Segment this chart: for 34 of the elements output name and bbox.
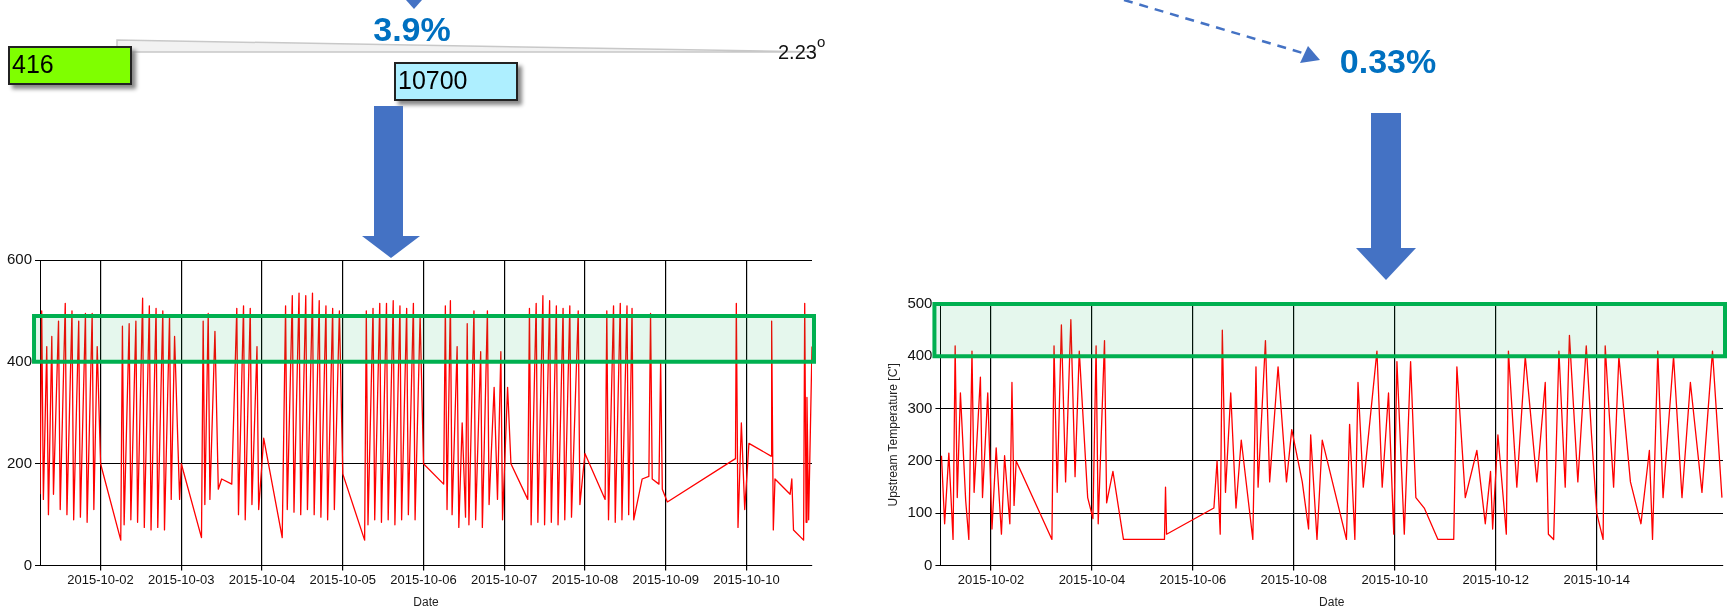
x-axis-title: Date (413, 595, 440, 610)
y-tick-label: 300 (907, 398, 933, 416)
y-tick-label: 200 (7, 453, 33, 471)
text: 3.9% (373, 10, 451, 48)
text: 416 (8, 46, 132, 85)
y-tick-label: 200 (907, 451, 933, 469)
x-tick-label: 2015-10-05 (309, 571, 377, 587)
text: 2.23$^{o}$ (778, 33, 826, 63)
x-tick-label: 2015-10-04 (1058, 571, 1126, 587)
y-axis-title: Upstream Temperature [C'] (885, 363, 900, 507)
x-axis-title: Date (1319, 595, 1345, 610)
x-tick-label: 2015-10-14 (1563, 571, 1631, 587)
x-tick-label: 2015-10-02 (67, 571, 134, 587)
x-tick-label: 2015-10-10 (713, 571, 780, 587)
text: 0.33% (1339, 42, 1437, 80)
x-tick-label: 2015-10-06 (1159, 571, 1227, 587)
x-tick-label: 2015-10-09 (632, 571, 699, 587)
y-tick-label: 0 (924, 555, 933, 573)
y-tick-label: 400 (7, 352, 33, 370)
text: 10700 (394, 62, 518, 101)
x-tick-label: 2015-10-08 (551, 571, 619, 587)
x-tick-label: 2015-10-08 (1260, 571, 1328, 587)
x-tick-label: 2015-10-10 (1361, 571, 1429, 587)
x-tick-label: 2015-10-04 (228, 571, 296, 587)
y-tick-label: 0 (23, 555, 33, 573)
x-tick-label: 2015-10-03 (148, 571, 215, 587)
y-tick-label: 500 (907, 294, 933, 312)
x-tick-label: 2015-10-12 (1462, 571, 1530, 587)
x-tick-label: 2015-10-06 (390, 571, 457, 587)
y-tick-label: 600 (7, 250, 33, 268)
x-tick-label: 2015-10-02 (957, 571, 1025, 587)
x-tick-label: 2015-10-07 (470, 571, 538, 587)
y-tick-label: 100 (907, 503, 933, 521)
y-tick-label: 400 (907, 346, 933, 364)
